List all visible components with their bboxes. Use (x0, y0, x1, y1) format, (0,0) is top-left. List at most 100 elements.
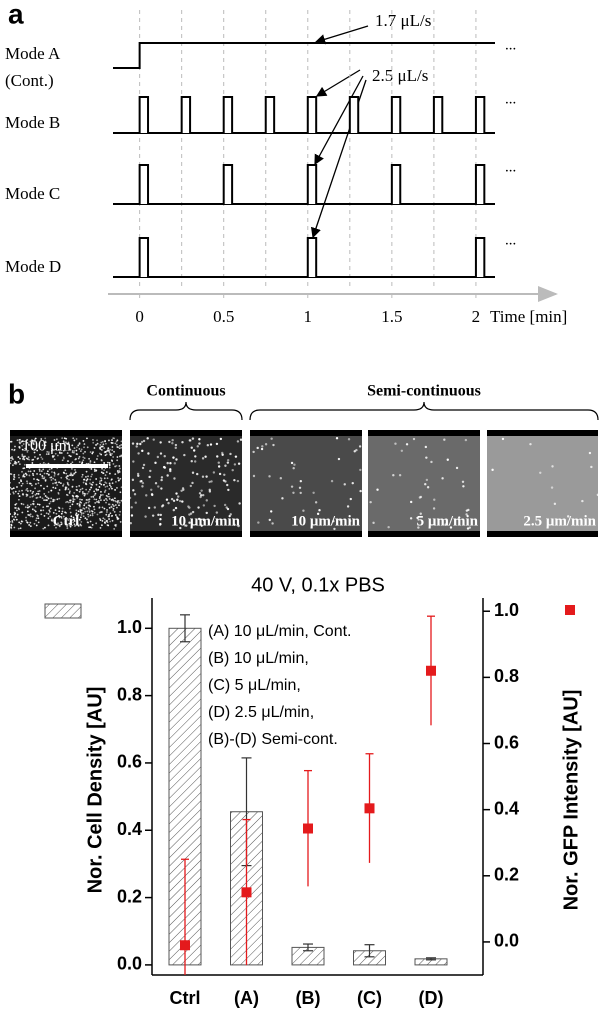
cell (91, 512, 94, 515)
cell (441, 477, 444, 480)
cell (72, 497, 75, 500)
cell (167, 501, 170, 505)
cell (169, 462, 172, 465)
cell (69, 499, 71, 502)
channel-wall (487, 430, 598, 436)
cell (52, 482, 54, 485)
cell (13, 478, 15, 481)
cell (114, 524, 117, 527)
cell (50, 489, 53, 492)
cell (105, 497, 107, 500)
cell (116, 459, 119, 462)
cell (29, 470, 32, 473)
y-tick-label: 1.0 (117, 617, 142, 637)
cell (103, 499, 106, 502)
cell (31, 492, 34, 495)
cell (449, 526, 453, 529)
cell (92, 439, 94, 441)
cell (171, 439, 174, 442)
cell (100, 490, 102, 493)
cell (299, 479, 303, 483)
cell (115, 443, 118, 446)
cell (257, 521, 260, 524)
cell (419, 495, 423, 499)
cell (46, 485, 49, 488)
cell (16, 509, 18, 512)
cell (53, 474, 56, 477)
cell (426, 486, 430, 489)
cell (298, 486, 302, 490)
cell (223, 473, 226, 476)
cell (95, 483, 98, 486)
cell (99, 447, 101, 450)
cell (290, 461, 294, 465)
cell (11, 448, 13, 451)
cell (72, 516, 75, 519)
cell (64, 469, 67, 472)
cell (89, 520, 92, 523)
cell (24, 506, 27, 509)
cell (103, 469, 106, 472)
cell (70, 467, 73, 470)
cell (49, 500, 52, 503)
cell (210, 480, 213, 483)
cell (32, 490, 35, 493)
cell (85, 498, 88, 501)
y2-tick-label: 1.0 (494, 600, 519, 620)
cell (114, 497, 116, 500)
cell (99, 527, 102, 529)
cell (82, 439, 85, 442)
cell (268, 518, 271, 522)
cell (22, 475, 25, 477)
cell (82, 515, 85, 518)
cell (200, 524, 203, 527)
cell (132, 460, 135, 463)
cell (49, 507, 52, 510)
cell (104, 489, 107, 492)
cell (72, 498, 75, 501)
cell (27, 506, 29, 509)
cell (64, 488, 67, 490)
cell (119, 491, 122, 494)
cell (17, 492, 20, 495)
cell (58, 516, 61, 519)
cell (87, 507, 90, 510)
cell (93, 447, 96, 449)
cell (81, 487, 84, 490)
cell (53, 439, 56, 441)
cell (118, 447, 121, 450)
cell (34, 506, 37, 508)
cell (103, 518, 106, 521)
cell (55, 444, 58, 447)
cell (338, 518, 342, 521)
cell (359, 468, 362, 472)
cell (82, 456, 85, 459)
legend-symbol (565, 605, 575, 615)
cell (128, 496, 132, 500)
cell (369, 500, 372, 504)
cell (83, 457, 86, 460)
cell (412, 437, 416, 441)
cell (115, 440, 118, 443)
cell (256, 446, 259, 450)
cell (205, 475, 208, 478)
cell (23, 473, 25, 476)
cell (139, 442, 142, 446)
cell (151, 514, 155, 517)
cell (67, 484, 70, 486)
cell (82, 459, 85, 462)
cell (154, 482, 158, 485)
cell (409, 517, 413, 520)
cell (424, 482, 427, 486)
cell (21, 470, 23, 473)
cell (105, 513, 108, 516)
cell (69, 490, 71, 493)
cell (18, 445, 21, 448)
cell (198, 442, 201, 445)
cell (221, 453, 224, 456)
cell (67, 460, 69, 462)
x-tick-label: (D) (419, 988, 444, 1008)
cell (113, 510, 116, 513)
cell (90, 526, 93, 529)
cell (168, 440, 171, 444)
